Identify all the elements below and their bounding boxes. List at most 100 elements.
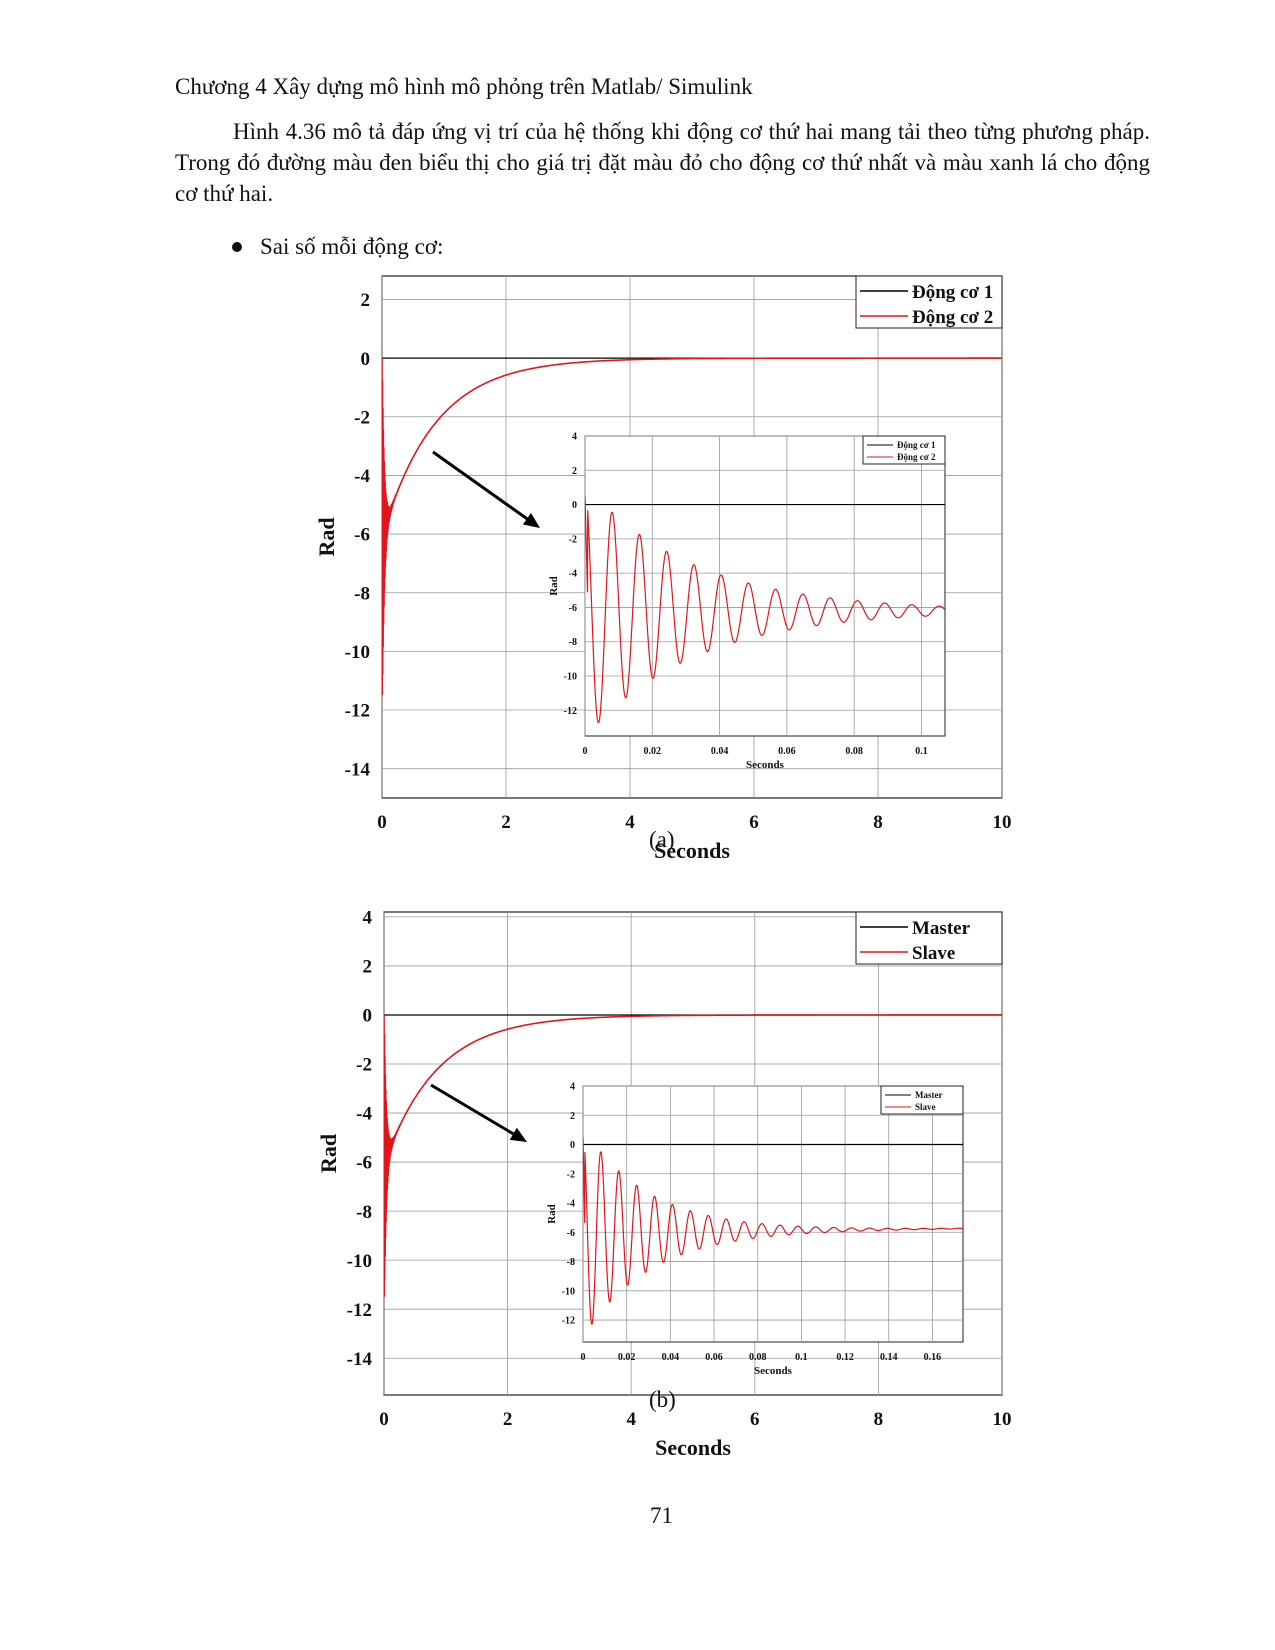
y-tick-label: 2 <box>361 290 371 311</box>
x-tick-label: 4 <box>625 812 635 833</box>
y-tick-label: -4 <box>354 466 370 487</box>
x-tick-label: 0 <box>583 746 588 757</box>
y-tick-label: 4 <box>570 1082 575 1093</box>
legend-label: Động cơ 2 <box>897 452 936 462</box>
x-axis-label: Seconds <box>754 1365 793 1377</box>
y-tick-label: -10 <box>347 1251 372 1272</box>
legend-label: Động cơ 1 <box>912 282 993 303</box>
x-tick-label: 0 <box>379 1409 389 1430</box>
y-tick-label: 2 <box>570 1111 575 1122</box>
y-tick-label: -10 <box>564 672 577 683</box>
x-tick-label: 0.08 <box>845 746 863 757</box>
y-tick-label: 4 <box>572 432 577 443</box>
series-line-2 <box>585 495 945 724</box>
y-tick-label: -12 <box>564 706 577 717</box>
series-line-2 <box>382 357 1002 696</box>
bullet-item: Sai số mỗi động cơ: <box>232 234 443 260</box>
legend-label: Master <box>915 1090 942 1100</box>
y-axis-label: Rad <box>316 1134 341 1173</box>
x-tick-label: 8 <box>874 1409 884 1430</box>
y-tick-label: -12 <box>347 1300 372 1321</box>
legend-box <box>855 911 1003 965</box>
y-tick-label: -4 <box>567 1199 575 1210</box>
chart-a-inset: 0 0.02 0.04 0.06 0.08 0.1 4 2 0 -2 -4 -6 -8 -10 -12 Sec… <box>548 432 946 771</box>
y-tick-label: -6 <box>354 525 370 546</box>
y-axis-label: Rad <box>546 1204 558 1224</box>
x-tick-label: 4 <box>626 1409 636 1430</box>
x-tick-label: 2 <box>501 812 511 833</box>
x-tick-label: 2 <box>503 1409 513 1430</box>
x-tick-label: 0.08 <box>749 1352 767 1363</box>
legend-label: Slave <box>912 943 955 964</box>
page-header: Chương 4 Xây dựng mô hình mô phỏng trên … <box>175 74 753 99</box>
x-tick-label: 0.06 <box>778 746 796 757</box>
x-tick-label: 0.1 <box>795 1352 808 1363</box>
chart-b-inset: 0 0.02 0.04 0.06 0.08 0.1 0.12 0.14 0.16 4 2 0 -2 -4 -… <box>546 1082 964 1377</box>
series-line-2 <box>384 1014 1002 1297</box>
plot-frame <box>584 435 946 737</box>
y-tick-label: 2 <box>363 957 373 978</box>
body-paragraph: Hình 4.36 mô tả đáp ứng vị trí của hệ th… <box>175 116 1150 209</box>
y-tick-label: -12 <box>345 701 370 722</box>
x-tick-label: 10 <box>993 1409 1012 1430</box>
legend-label: Master <box>912 918 971 939</box>
y-tick-label: -10 <box>562 1286 575 1297</box>
x-tick-label: 0.02 <box>644 746 662 757</box>
y-axis-label: Rad <box>314 517 339 556</box>
y-tick-label: -8 <box>569 637 577 648</box>
x-axis-label: Seconds <box>655 1435 731 1460</box>
y-tick-label: -14 <box>347 1349 373 1370</box>
x-tick-label: 0.02 <box>618 1352 636 1363</box>
x-axis-label: Seconds <box>746 759 785 771</box>
y-tick-label: 0 <box>572 500 577 511</box>
series-line-2 <box>583 1137 963 1325</box>
arrow-b-head <box>509 1127 527 1142</box>
y-tick-label: 4 <box>363 908 373 929</box>
y-tick-label: -2 <box>356 1055 372 1076</box>
x-tick-label: 0 <box>581 1352 586 1363</box>
x-axis-label: Seconds <box>654 838 730 863</box>
legend-label: Động cơ 1 <box>897 440 936 450</box>
y-axis-label: Rad <box>548 576 560 596</box>
y-tick-label: -6 <box>569 603 577 614</box>
y-tick-label: -12 <box>562 1316 575 1327</box>
arrow-a-shaft <box>432 450 531 522</box>
y-tick-label: -4 <box>569 569 577 580</box>
x-tick-label: 0.14 <box>880 1352 898 1363</box>
y-tick-label: -8 <box>354 583 370 604</box>
legend-box <box>862 435 946 465</box>
legend-label: Slave <box>915 1102 936 1112</box>
x-tick-label: 0.04 <box>662 1352 680 1363</box>
x-tick-label: 8 <box>873 812 883 833</box>
y-tick-label: -8 <box>567 1257 575 1268</box>
y-tick-label: -2 <box>354 407 370 428</box>
page-number: 71 <box>650 1503 673 1528</box>
y-tick-label: 0 <box>361 349 371 370</box>
legend-box <box>855 275 1003 329</box>
arrow-a-head <box>522 513 540 528</box>
y-tick-label: 2 <box>572 466 577 477</box>
y-tick-label: -2 <box>567 1169 575 1180</box>
y-tick-label: -4 <box>356 1104 372 1125</box>
x-tick-label: 0.16 <box>924 1352 942 1363</box>
y-tick-label: -6 <box>356 1153 372 1174</box>
caption-a: (a) <box>649 827 675 852</box>
x-tick-label: 0.06 <box>705 1352 723 1363</box>
legend-box <box>880 1085 964 1115</box>
x-tick-label: 0.04 <box>711 746 729 757</box>
bullet-text: Sai số mỗi động cơ: <box>260 234 444 259</box>
y-tick-label: -2 <box>569 534 577 545</box>
x-tick-label: 6 <box>749 812 759 833</box>
y-tick-label: -6 <box>567 1228 575 1239</box>
x-tick-label: 10 <box>993 812 1012 833</box>
x-tick-label: 0.12 <box>836 1352 854 1363</box>
paragraph-text: Hình 4.36 mô tả đáp ứng vị trí của hệ th… <box>175 119 1150 206</box>
x-tick-label: 0.1 <box>915 746 928 757</box>
y-tick-label: 0 <box>570 1140 575 1151</box>
y-tick-label: -10 <box>345 642 370 663</box>
caption-b: (b) <box>649 1387 676 1412</box>
bullet-dot-icon <box>232 241 242 252</box>
y-tick-label: -8 <box>356 1202 372 1223</box>
y-tick-label: -14 <box>345 759 371 780</box>
